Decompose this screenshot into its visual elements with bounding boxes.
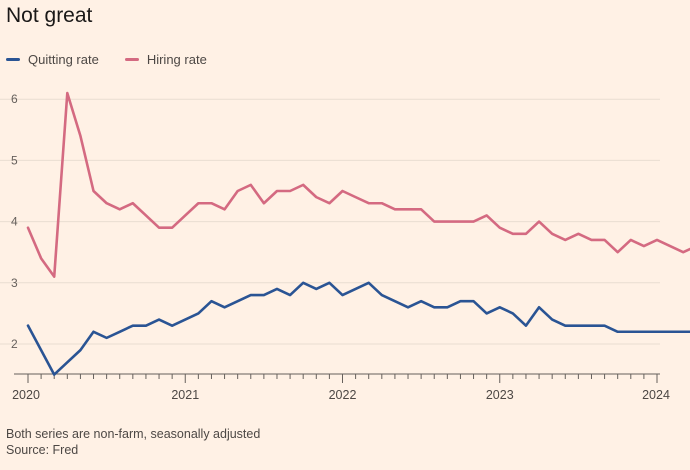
legend-label-hiring-rate: Hiring rate: [146, 52, 207, 67]
legend: Quitting rate Hiring rate: [6, 52, 233, 67]
y-tick-label: 6: [11, 92, 18, 106]
line-chart: 2 3 4 5 6 2020 2021 2022 2023 2024: [0, 91, 690, 402]
x-tick-label: 2023: [486, 388, 514, 402]
x-tick-label: 2021: [171, 388, 199, 402]
legend-swatch-hiring-rate: [124, 58, 139, 61]
series-lines: [26, 91, 690, 376]
legend-label-quitting-rate: Quitting rate: [28, 52, 99, 67]
x-tick-label: 2020: [12, 388, 40, 402]
x-tick-label: 2022: [329, 388, 357, 402]
legend-item-quitting-rate: Quitting rate: [6, 52, 99, 67]
legend-swatch-quitting-rate: [6, 58, 20, 61]
x-tick-label: 2024: [642, 388, 670, 402]
chart-title: Not great: [6, 4, 93, 27]
footer: Both series are non-farm, seasonally adj…: [6, 426, 260, 458]
y-tick-label: 3: [11, 276, 18, 290]
y-tick-label: 4: [11, 215, 18, 229]
series-line-quitting-rate: [26, 281, 690, 376]
footer-note: Both series are non-farm, seasonally adj…: [6, 427, 261, 441]
footer-source: Source: Fred: [6, 443, 79, 457]
y-axis: 2 3 4 5 6: [11, 92, 18, 351]
series-line-hiring-rate: [26, 91, 690, 278]
legend-item-hiring-rate: Hiring rate: [124, 52, 207, 67]
gridlines: [0, 98, 660, 345]
y-tick-label: 5: [11, 153, 18, 167]
x-axis: 2020 2021 2022 2023 2024: [12, 373, 670, 402]
y-tick-label: 2: [11, 337, 18, 351]
